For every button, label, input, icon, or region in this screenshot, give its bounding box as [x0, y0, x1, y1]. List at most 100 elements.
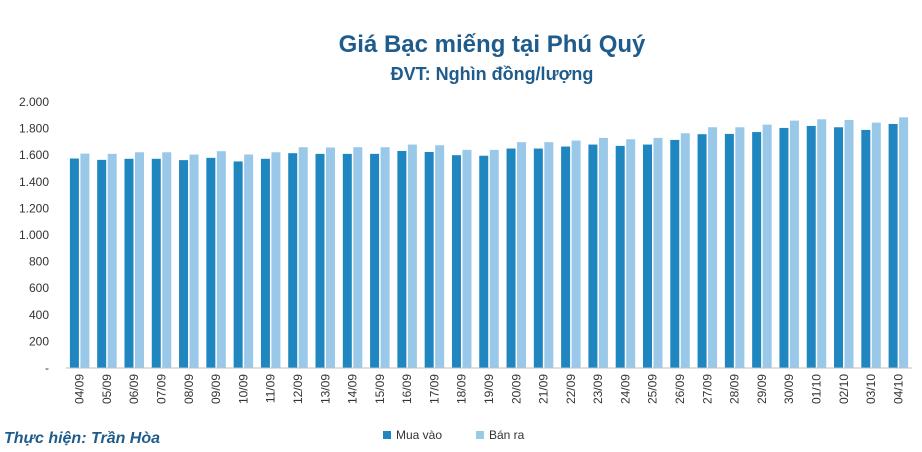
bar-mua-vao — [533, 148, 543, 368]
bar-mua-vao — [370, 153, 380, 368]
bar-ban-ra — [134, 152, 144, 368]
legend: Mua vào Bán ra — [383, 428, 525, 442]
bar-ban-ra — [708, 127, 718, 369]
bar-mua-vao — [752, 132, 762, 368]
bar-mua-vao — [179, 160, 189, 368]
bar-ban-ra — [489, 149, 499, 368]
y-tick-label: 1.200 — [19, 201, 49, 215]
y-tick-label: 800 — [29, 255, 49, 269]
x-tick-label: 15/09 — [373, 374, 387, 404]
x-tick-label: 16/09 — [400, 374, 414, 404]
y-tick-label: 1.000 — [19, 228, 49, 242]
bar-ban-ra — [899, 117, 909, 368]
bar-mua-vao — [97, 159, 107, 368]
bar-ban-ra — [80, 153, 90, 368]
bar-mua-vao — [479, 155, 489, 368]
y-tick-label: - — [45, 361, 49, 375]
bar-ban-ra — [407, 144, 417, 368]
bar-ban-ra — [871, 122, 881, 369]
bar-mua-vao — [561, 146, 571, 368]
bar-ban-ra — [216, 151, 226, 368]
legend-swatch-ban-ra — [476, 431, 484, 439]
bar-mua-vao — [861, 129, 871, 368]
x-tick-label: 30/09 — [782, 374, 796, 404]
bar-mua-vao — [670, 139, 680, 368]
bar-ban-ra — [598, 137, 608, 368]
x-tick-label: 24/09 — [618, 374, 632, 404]
bar-ban-ra — [244, 154, 254, 368]
y-axis: - 200 400 600 800 1.000 1.200 1.400 1.600 1.800 2.… — [19, 95, 49, 375]
x-tick-label: 21/09 — [537, 374, 551, 404]
bar-mua-vao — [260, 158, 270, 368]
x-tick-label: 13/09 — [318, 374, 332, 404]
x-axis: 04/09 05/09 06/09 07/09 08/09 09/09 10/09 11/09… — [73, 374, 906, 404]
bar-mua-vao — [69, 158, 79, 368]
x-tick-label: 01/10 — [809, 374, 823, 404]
bar-mua-vao — [451, 155, 461, 368]
x-tick-label: 04/09 — [73, 374, 87, 404]
bar-mua-vao — [724, 133, 734, 368]
bar-ban-ra — [789, 120, 799, 369]
x-tick-label: 25/09 — [646, 374, 660, 404]
bar-ban-ra — [653, 137, 663, 368]
x-tick-label: 05/09 — [100, 374, 114, 404]
bar-ban-ra — [353, 147, 363, 368]
bar-ban-ra — [326, 147, 336, 368]
bar-mua-vao — [697, 134, 707, 368]
x-tick-label: 07/09 — [155, 374, 169, 404]
legend-label-mua-vao: Mua vào — [396, 428, 442, 442]
bar-ban-ra — [517, 142, 527, 368]
y-tick-label: 1.800 — [19, 122, 49, 136]
bar-ban-ra — [435, 145, 445, 368]
bar-mua-vao — [588, 144, 598, 368]
bar-ban-ra — [680, 133, 690, 368]
x-tick-label: 23/09 — [591, 374, 605, 404]
bar-mua-vao — [151, 158, 161, 368]
x-tick-label: 06/09 — [127, 374, 141, 404]
bar-mua-vao — [779, 127, 789, 368]
legend-label-ban-ra: Bán ra — [489, 428, 525, 442]
y-tick-label: 1.400 — [19, 175, 49, 189]
x-tick-label: 18/09 — [455, 374, 469, 404]
bar-mua-vao — [642, 144, 652, 368]
x-tick-label: 11/09 — [264, 374, 278, 403]
x-tick-label: 20/09 — [509, 374, 523, 404]
bar-ban-ra — [298, 147, 308, 368]
y-tick-label: 2.000 — [19, 95, 49, 109]
x-tick-label: 22/09 — [564, 374, 578, 404]
bar-ban-ra — [844, 119, 854, 368]
x-tick-label: 14/09 — [346, 374, 360, 404]
credit-text: Thực hiện: Trần Hòa — [4, 430, 160, 447]
bar-mua-vao — [888, 123, 898, 368]
x-tick-label: 02/10 — [837, 374, 851, 404]
bar-ban-ra — [762, 124, 772, 368]
x-tick-label: 12/09 — [291, 374, 305, 404]
bar-ban-ra — [544, 142, 554, 368]
chart-subtitle: ĐVT: Nghìn đồng/lượng — [391, 64, 594, 84]
bar-mua-vao — [206, 157, 216, 368]
bar-mua-vao — [233, 161, 243, 368]
bar-ban-ra — [817, 119, 827, 368]
x-tick-label: 28/09 — [728, 374, 742, 404]
bar-mua-vao — [315, 153, 325, 368]
bar-mua-vao — [397, 150, 407, 368]
bar-mua-vao — [124, 158, 134, 368]
bar-ban-ra — [107, 153, 117, 368]
bar-mua-vao — [834, 127, 844, 369]
bar-ban-ra — [162, 152, 172, 368]
y-tick-label: 600 — [29, 281, 49, 295]
legend-swatch-mua-vao — [383, 431, 391, 439]
y-tick-label: 1.600 — [19, 148, 49, 162]
y-tick-label: 200 — [29, 334, 49, 348]
bars — [69, 117, 909, 369]
bar-mua-vao — [615, 145, 625, 368]
x-tick-label: 17/09 — [427, 374, 441, 404]
bar-mua-vao — [424, 152, 434, 368]
x-tick-label: 26/09 — [673, 374, 687, 404]
bar-mua-vao — [806, 125, 816, 368]
bar-ban-ra — [271, 152, 281, 368]
x-tick-label: 19/09 — [482, 374, 496, 404]
bar-ban-ra — [735, 127, 745, 369]
x-tick-label: 09/09 — [209, 374, 223, 404]
bar-ban-ra — [462, 149, 472, 368]
